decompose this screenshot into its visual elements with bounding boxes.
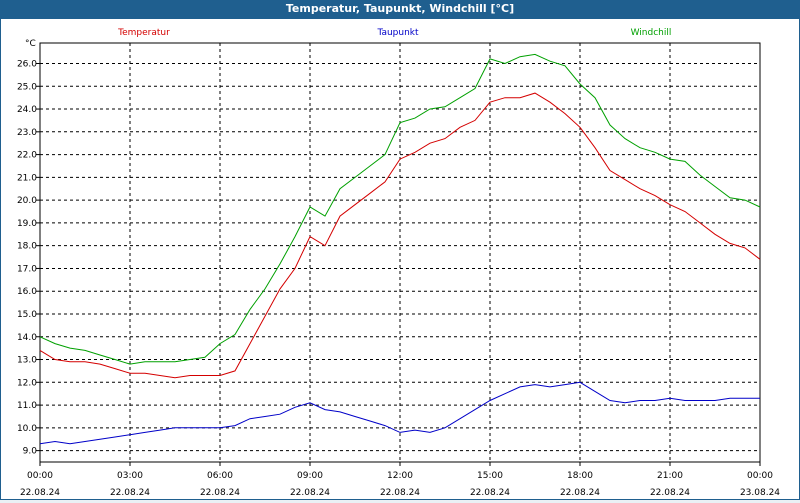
y-tick-label: 11.0 [17,401,37,411]
x-tick-label-time: 18:00 [567,471,593,481]
y-tick-label: 19.0 [17,219,37,229]
x-tick-label-time: 09:00 [297,471,323,481]
y-tick-label: 21.0 [17,173,37,183]
y-tick-label: 18.0 [17,242,37,252]
series-line-windchill [39,53,761,365]
legend-item-temperatur: Temperatur [117,28,170,38]
x-tick-label-time: 12:00 [387,471,413,481]
x-tick-label-date: 22.08.24 [200,488,240,498]
y-tick-label: 22.0 [17,151,37,161]
chart-area: 9.0 10.0 11.0 12.0 13.0 14.0 15.0 16.0 17.0 18.0 1… [0,18,800,500]
y-tick-label: 14.0 [17,333,37,343]
x-tick-label-time: 06:00 [207,471,233,481]
x-tick-label-date: 22.08.24 [470,488,510,498]
x-tick-label-time: 03:00 [117,471,143,481]
x-tick-label-date: 22.08.24 [110,488,150,498]
y-unit-label: °C [25,39,36,49]
x-tick-label-time: 15:00 [477,471,503,481]
y-tick-label: 15.0 [17,310,37,320]
x-tick-label-date: 22.08.24 [290,488,330,498]
y-tick-label: 24.0 [17,105,37,115]
x-tick-label-time: 21:00 [657,471,683,481]
series-line-taupunkt [39,381,760,445]
x-tick-label-date: 22.08.24 [20,488,60,498]
x-tick-label-time: 00:00 [747,471,773,481]
y-tick-label: 12.0 [17,378,37,388]
y-tick-label: 25.0 [17,82,37,92]
x-tick-label-date: 22.08.24 [650,488,690,498]
x-tick-label-date: 22.08.24 [380,488,420,498]
legend-item-windchill: Windchill [631,28,672,38]
series-line-temperatur [39,92,761,379]
y-tick-label: 20.0 [17,196,37,206]
y-tick-label: 26.0 [17,59,37,69]
y-tick-label: 10.0 [17,424,37,434]
chart-title: Temperatur, Taupunkt, Windchill [°C] [0,0,800,18]
y-tick-label: 16.0 [17,287,37,297]
y-tick-label: 9.0 [23,447,38,457]
y-tick-label: 23.0 [17,128,37,138]
x-tick-label-date: 22.08.24 [560,488,600,498]
legend-item-taupunkt: Taupunkt [376,28,419,38]
x-tick-label-time: 00:00 [27,471,53,481]
x-tick-label-date: 23.08.24 [740,488,780,498]
y-tick-label: 17.0 [17,264,37,274]
y-tick-label: 13.0 [17,356,37,366]
line-chart: 9.0 10.0 11.0 12.0 13.0 14.0 15.0 16.0 17.0 18.0 1… [17,28,780,498]
